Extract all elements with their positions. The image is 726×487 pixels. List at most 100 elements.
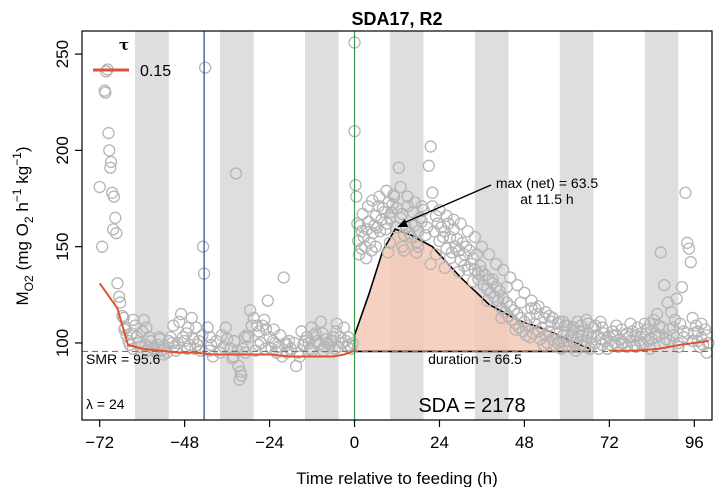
data-point [366, 194, 379, 207]
data-point [580, 313, 593, 327]
data-point [567, 336, 581, 350]
data-point [103, 144, 116, 157]
data-point [686, 334, 699, 348]
data-point [240, 329, 253, 342]
plot-frame [81, 30, 713, 421]
data-point [350, 190, 363, 203]
data-point [256, 319, 269, 332]
data-point [379, 223, 392, 236]
y-tick-label: 150 [53, 232, 72, 260]
data-point [426, 186, 439, 199]
x-tick-label: 24 [430, 433, 449, 452]
data-point [189, 321, 203, 334]
data-point [235, 369, 248, 382]
data-point [114, 296, 127, 309]
data-point [481, 294, 494, 307]
lambda-label: λ = 24 [86, 396, 125, 412]
sda-area-fill [354, 229, 590, 352]
x-axis: −72 −48 −24 0 24 48 72 96 [85, 420, 704, 452]
data-point [412, 240, 425, 253]
legend-entry: 0.15 [140, 63, 171, 80]
data-point [537, 311, 551, 325]
data-point [684, 255, 697, 269]
data-point [511, 307, 524, 321]
data-point [93, 180, 106, 194]
data-point [355, 242, 368, 255]
data-point [530, 307, 543, 321]
data-point [440, 209, 453, 223]
y-label-sub: O2 [22, 275, 36, 291]
data-point [330, 317, 343, 330]
data-point [507, 304, 520, 317]
data-point [553, 315, 566, 328]
data-point [397, 228, 411, 242]
data-point [571, 315, 584, 328]
chart-title: SDA17, R2 [351, 9, 442, 29]
data-point [528, 302, 542, 315]
x-tick-label: 0 [350, 433, 359, 452]
data-point [277, 271, 290, 284]
data-point [387, 188, 400, 201]
data-point [201, 321, 214, 334]
data-point [468, 230, 482, 244]
data-point [650, 307, 664, 321]
data-point [314, 315, 328, 328]
quantile-line-post [609, 340, 709, 352]
data-point [479, 269, 492, 282]
x-tick-label: −24 [255, 433, 284, 452]
duration-label: duration = 66.5 [428, 351, 522, 367]
y-tick-label: 100 [53, 329, 72, 357]
data-point [104, 155, 118, 169]
data-point [629, 340, 643, 353]
data-point [493, 284, 506, 298]
data-point [486, 273, 499, 286]
data-point [543, 325, 556, 338]
data-point [438, 261, 451, 275]
x-tick-label: 96 [685, 433, 704, 452]
smr-label: SMR = 95.6 [86, 351, 161, 367]
data-point [242, 331, 255, 344]
data-point [116, 309, 129, 323]
data-point [670, 292, 683, 305]
data-point [463, 244, 476, 257]
data-point [695, 317, 708, 330]
scatter-points [93, 36, 715, 386]
x-tick-label: 48 [515, 433, 534, 452]
night-band [474, 31, 509, 420]
data-point [203, 331, 217, 344]
data-point [199, 61, 212, 74]
data-point [109, 211, 122, 224]
x-axis-label: Time relative to feeding (h) [296, 469, 498, 487]
data-point [394, 180, 407, 194]
data-point [352, 248, 366, 261]
data-point [424, 257, 437, 271]
x-tick-label: −48 [170, 433, 199, 452]
data-point [452, 265, 466, 278]
night-band [559, 31, 594, 420]
data-point [102, 126, 115, 140]
data-point [238, 331, 251, 344]
data-point [514, 311, 528, 325]
data-point [615, 336, 628, 350]
legend-title: τ [119, 36, 129, 54]
max-net-label: max (net) = 63.5 [496, 175, 599, 191]
data-point [389, 221, 402, 234]
data-point [514, 296, 528, 309]
reference-lines [82, 31, 712, 420]
x-tick-label: −72 [85, 433, 114, 452]
data-point [649, 331, 662, 344]
data-point [682, 242, 696, 255]
data-point [373, 225, 387, 238]
data-point [594, 315, 607, 328]
data-point [217, 340, 230, 353]
data-point [305, 321, 318, 334]
data-point [392, 161, 405, 174]
data-point [106, 223, 120, 236]
data-point [702, 336, 715, 350]
y-tick-label: 250 [53, 40, 72, 68]
data-point [181, 342, 194, 355]
data-point [459, 240, 473, 253]
data-point [675, 280, 689, 294]
data-point [551, 336, 565, 350]
data-point [329, 325, 343, 338]
